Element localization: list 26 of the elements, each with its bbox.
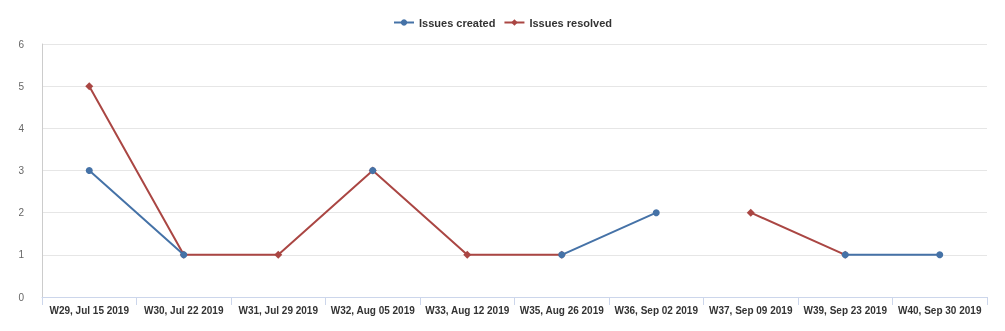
y-tick-label: 3 [18,165,25,176]
y-tick-label: 0 [18,291,25,303]
point [652,209,660,217]
x-tick-label: W39, Sep 23 2019 [803,304,888,316]
y-tick-label: 6 [18,38,25,50]
x-tick-label: W33, Aug 12 2019 [425,304,510,316]
legend-label: Issues created [419,16,496,29]
legend-label: Issues resolved [529,16,613,29]
x-tick-label: W36, Sep 02 2019 [614,304,699,316]
y-tick-label: 4 [18,122,25,134]
x-tick-label: W37, Sep 09 2019 [709,304,793,316]
x-tick-label: W29, Jul 15 2019 [49,304,130,316]
y-tick-label: 2 [18,207,25,219]
point [85,82,94,91]
point [85,167,93,174]
y-tick-label: 1 [18,249,25,261]
x-tick-label: W35, Aug 26 2019 [519,304,605,316]
x-tick-label: W40, Sep 30 2019 [898,304,982,316]
point [463,250,472,259]
x-tick-label: W31, Jul 29 2019 [238,304,319,316]
y-tick-label: 5 [18,80,25,92]
x-tick-label: W32, Aug 05 2019 [330,304,416,316]
point [936,251,944,259]
x-tick-label: W30, Jul 22 2019 [144,304,224,316]
point [746,208,755,217]
point [274,250,283,259]
